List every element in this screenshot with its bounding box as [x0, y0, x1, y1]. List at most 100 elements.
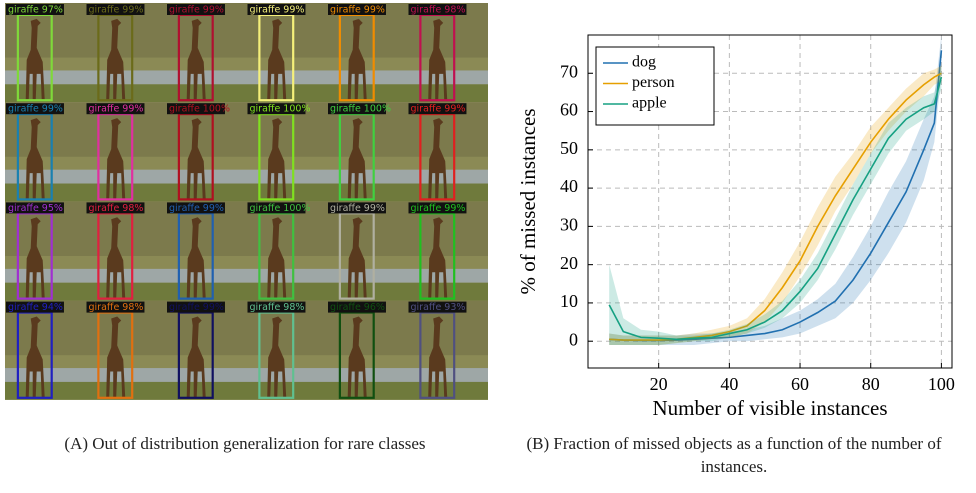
y-tick-label: 10: [560, 291, 578, 311]
image-tile: giraffe 97%: [5, 3, 86, 103]
series-line: [609, 72, 942, 341]
giraffe: [347, 18, 367, 100]
label-background: [408, 301, 467, 313]
label-background: [167, 4, 225, 15]
x-tick-label: 40: [720, 374, 738, 394]
image-tile: giraffe 99%: [166, 201, 247, 301]
image-tile: giraffe 99%: [327, 201, 408, 301]
giraffe: [106, 118, 126, 200]
label-background: [167, 103, 225, 115]
detection-label: giraffe 98%: [89, 302, 144, 313]
detection-label: giraffe 100%: [250, 104, 311, 115]
label-background: [86, 202, 145, 214]
y-tick-label: 0: [569, 329, 578, 349]
giraffe: [267, 118, 287, 200]
figure-canvas: giraffe 97% giraffe 99% giraffe 99% giraffe…: [5, 3, 955, 420]
x-tick-label: 100: [928, 374, 955, 394]
label-background: [328, 202, 386, 214]
tile-water: [327, 368, 408, 382]
giraffe: [106, 18, 126, 100]
label-background: [408, 202, 467, 214]
giraffe: [186, 316, 206, 398]
label-background: [328, 103, 386, 115]
giraffe: [25, 18, 45, 100]
tile-near-grass: [166, 381, 247, 400]
detection-label: giraffe 99%: [169, 302, 224, 313]
detection-label: giraffe 98%: [411, 5, 466, 16]
x-tick-label: 80: [862, 374, 880, 394]
detection-label: giraffe 99%: [89, 104, 144, 115]
tile-near-grass: [327, 183, 408, 202]
detection-label: giraffe 99%: [89, 5, 144, 16]
tile-water: [407, 169, 488, 184]
label-background: [247, 301, 306, 313]
giraffe: [25, 217, 45, 299]
tile-water: [85, 70, 166, 85]
tile-near-grass: [327, 381, 408, 400]
tile-water: [246, 268, 327, 283]
detection-label: giraffe 99%: [330, 203, 385, 214]
label-background: [6, 202, 64, 214]
image-tile: giraffe 100%: [166, 102, 247, 202]
tile-water: [166, 268, 247, 283]
giraffe: [186, 18, 206, 100]
label-background: [408, 103, 467, 115]
tile-near-grass: [246, 183, 327, 202]
legend: dog person apple: [595, 46, 715, 126]
detection-label: giraffe 93%: [411, 302, 466, 313]
tile-water: [166, 70, 247, 85]
detection-label: giraffe 99%: [8, 104, 63, 115]
image-tile: giraffe 98%: [85, 300, 166, 400]
detection-label: giraffe 99%: [411, 203, 466, 214]
y-tick-label: 60: [560, 100, 578, 120]
caption-a: (A) Out of distribution generalization f…: [64, 434, 426, 453]
detection-label: giraffe 98%: [89, 203, 144, 214]
image-tile: giraffe 94%: [5, 300, 86, 400]
giraffe: [428, 118, 448, 200]
tile-near-grass: [407, 84, 488, 103]
series-line: [608, 76, 943, 341]
tile-near-grass: [85, 381, 166, 400]
tile-water: [5, 169, 86, 184]
image-grid: giraffe 97% giraffe 99% giraffe 99% giraffe…: [5, 3, 488, 400]
label-background: [86, 4, 145, 15]
tile-near-grass: [5, 282, 86, 301]
label-background: [86, 103, 145, 115]
tile-near-grass: [407, 282, 488, 301]
tile-water: [407, 268, 488, 283]
tile-water: [246, 368, 327, 382]
tile-water: [407, 70, 488, 85]
tile-water: [5, 268, 86, 283]
tile-water: [327, 268, 408, 283]
label-background: [167, 301, 225, 313]
tile-near-grass: [327, 84, 408, 103]
y-axis-label: % of missed instances: [516, 108, 540, 294]
detection-label: giraffe 99%: [330, 5, 385, 16]
legend-label: apple: [632, 95, 667, 112]
image-tile: giraffe 98%: [85, 201, 166, 301]
label-background: [6, 4, 64, 15]
detection-label: giraffe 100%: [169, 104, 230, 115]
giraffe: [347, 217, 367, 299]
tile-water: [327, 169, 408, 184]
tile-near-grass: [85, 84, 166, 103]
x-axis-label: Number of visible instances: [652, 396, 887, 420]
y-tick-label: 20: [560, 253, 578, 273]
y-tick-label: 70: [560, 61, 578, 81]
y-tick-label: 50: [560, 138, 578, 158]
giraffe: [347, 118, 367, 200]
detection-label: giraffe 94%: [8, 302, 63, 313]
tile-near-grass: [85, 183, 166, 202]
giraffe: [428, 217, 448, 299]
image-tile: giraffe 99%: [85, 102, 166, 202]
label-background: [6, 301, 64, 313]
giraffe: [106, 316, 126, 398]
detection-label: giraffe 100%: [250, 203, 311, 214]
tile-near-grass: [5, 183, 86, 202]
label-background: [247, 103, 306, 115]
detection-label: giraffe 99%: [250, 5, 305, 16]
tile-near-grass: [246, 282, 327, 301]
tile-near-grass: [246, 381, 327, 400]
confidence-band: [609, 65, 942, 346]
y-tick-label: 40: [560, 176, 578, 196]
